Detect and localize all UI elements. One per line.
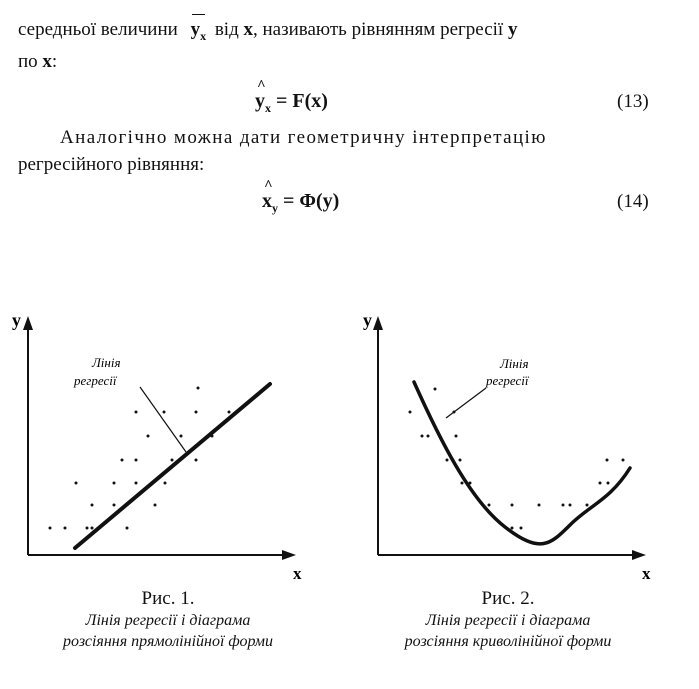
caption-line-2: розсіяння прямолінійної форми	[63, 633, 273, 650]
text-line-3: Аналогічно можна дати геометричну інтерп…	[60, 127, 547, 148]
text-fragment: , називають рівнянням регресії	[252, 19, 504, 40]
text-fragment: по	[18, 51, 38, 72]
label-line-2: регресії	[485, 373, 530, 388]
colon: :	[51, 51, 58, 72]
y-axis-arrow-icon	[373, 316, 383, 330]
text-line-4: регресійного рівняння:	[18, 154, 205, 175]
scatter-points	[408, 387, 625, 530]
subscript: y	[272, 201, 278, 215]
text-fragment: середньої величини	[18, 19, 178, 40]
equation-14: xy = Φ(y)	[262, 178, 340, 216]
regression-line	[73, 382, 272, 550]
scatter-points	[48, 386, 231, 530]
x-axis-arrow-icon	[632, 550, 646, 560]
equation-number-14: (14)	[617, 191, 649, 212]
label-pointer	[139, 386, 187, 453]
y-axis-arrow-icon	[23, 316, 33, 330]
label-line-1: Лінія	[91, 355, 121, 370]
label-line-2: регресії	[73, 373, 118, 388]
y-symbol: y	[507, 19, 518, 40]
x-axis-arrow-icon	[282, 550, 296, 560]
y-hat-symbol: y	[255, 78, 266, 113]
label-pointer	[445, 387, 487, 419]
equation-number-13: (13)	[617, 91, 649, 112]
x-hat-symbol: x	[262, 178, 273, 213]
text-fragment: від	[214, 19, 239, 40]
equation-13: yx = F(x)	[255, 78, 328, 116]
caption-title: Рис. 1.	[141, 588, 195, 609]
caption-line-1: Лінія регресії і діаграма	[85, 612, 251, 629]
figure-1-diagram: y x Лінія регресії	[12, 310, 302, 583]
text-line-1: середньої величини yx від x, називають р…	[18, 14, 518, 48]
axis-label-x: x	[293, 564, 302, 583]
text-line-2: по x:	[18, 50, 57, 74]
mean-y-symbol: yx	[191, 14, 206, 48]
figure-1-caption: Рис. 1. Лінія регресії і діаграма розсія…	[18, 588, 318, 652]
axis-label-y: y	[363, 310, 372, 330]
label-line-1: Лінія	[499, 356, 529, 371]
figure-2-caption: Рис. 2. Лінія регресії і діаграма розсія…	[358, 588, 658, 652]
caption-title: Рис. 2.	[481, 588, 535, 609]
x-symbol: x	[243, 19, 253, 40]
regression-curve	[412, 380, 632, 546]
equation-rhs: = Φ(y)	[283, 190, 340, 212]
caption-line-1: Лінія регресії і діаграма	[425, 612, 591, 629]
x-symbol: x	[42, 51, 52, 72]
equation-rhs: = F(x)	[276, 90, 328, 112]
figure-2-diagram: y x Лінія регресії	[363, 310, 651, 583]
subscript: x	[265, 101, 271, 115]
caption-line-2: розсіяння криволінійної форми	[404, 633, 612, 650]
axis-label-y: y	[12, 310, 21, 330]
axis-label-x: x	[642, 564, 651, 583]
